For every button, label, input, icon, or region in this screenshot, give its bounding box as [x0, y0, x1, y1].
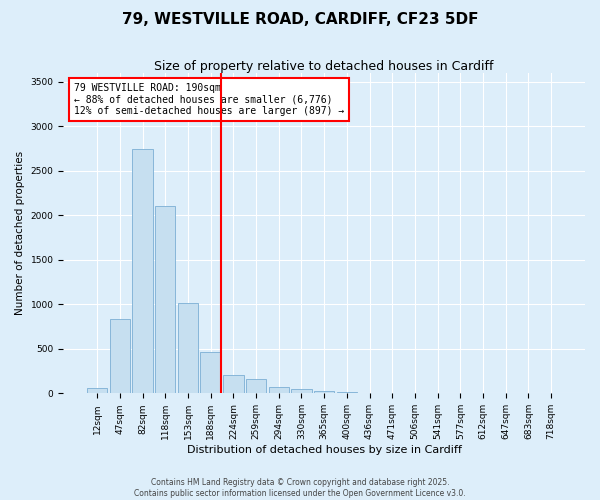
Bar	[87, 388, 107, 394]
Bar	[337, 392, 357, 394]
Text: Contains HM Land Registry data © Crown copyright and database right 2025.
Contai: Contains HM Land Registry data © Crown c…	[134, 478, 466, 498]
Bar	[246, 378, 266, 394]
Bar	[200, 352, 221, 394]
Bar	[223, 374, 244, 394]
Bar	[314, 390, 334, 394]
X-axis label: Distribution of detached houses by size in Cardiff: Distribution of detached houses by size …	[187, 445, 461, 455]
Bar	[269, 386, 289, 394]
Bar	[155, 206, 175, 394]
Bar	[133, 148, 153, 394]
Bar	[291, 390, 311, 394]
Text: 79, WESTVILLE ROAD, CARDIFF, CF23 5DF: 79, WESTVILLE ROAD, CARDIFF, CF23 5DF	[122, 12, 478, 28]
Text: 79 WESTVILLE ROAD: 190sqm
← 88% of detached houses are smaller (6,776)
12% of se: 79 WESTVILLE ROAD: 190sqm ← 88% of detac…	[74, 82, 344, 116]
Bar	[178, 304, 198, 394]
Bar	[110, 318, 130, 394]
Y-axis label: Number of detached properties: Number of detached properties	[15, 151, 25, 315]
Title: Size of property relative to detached houses in Cardiff: Size of property relative to detached ho…	[154, 60, 494, 73]
